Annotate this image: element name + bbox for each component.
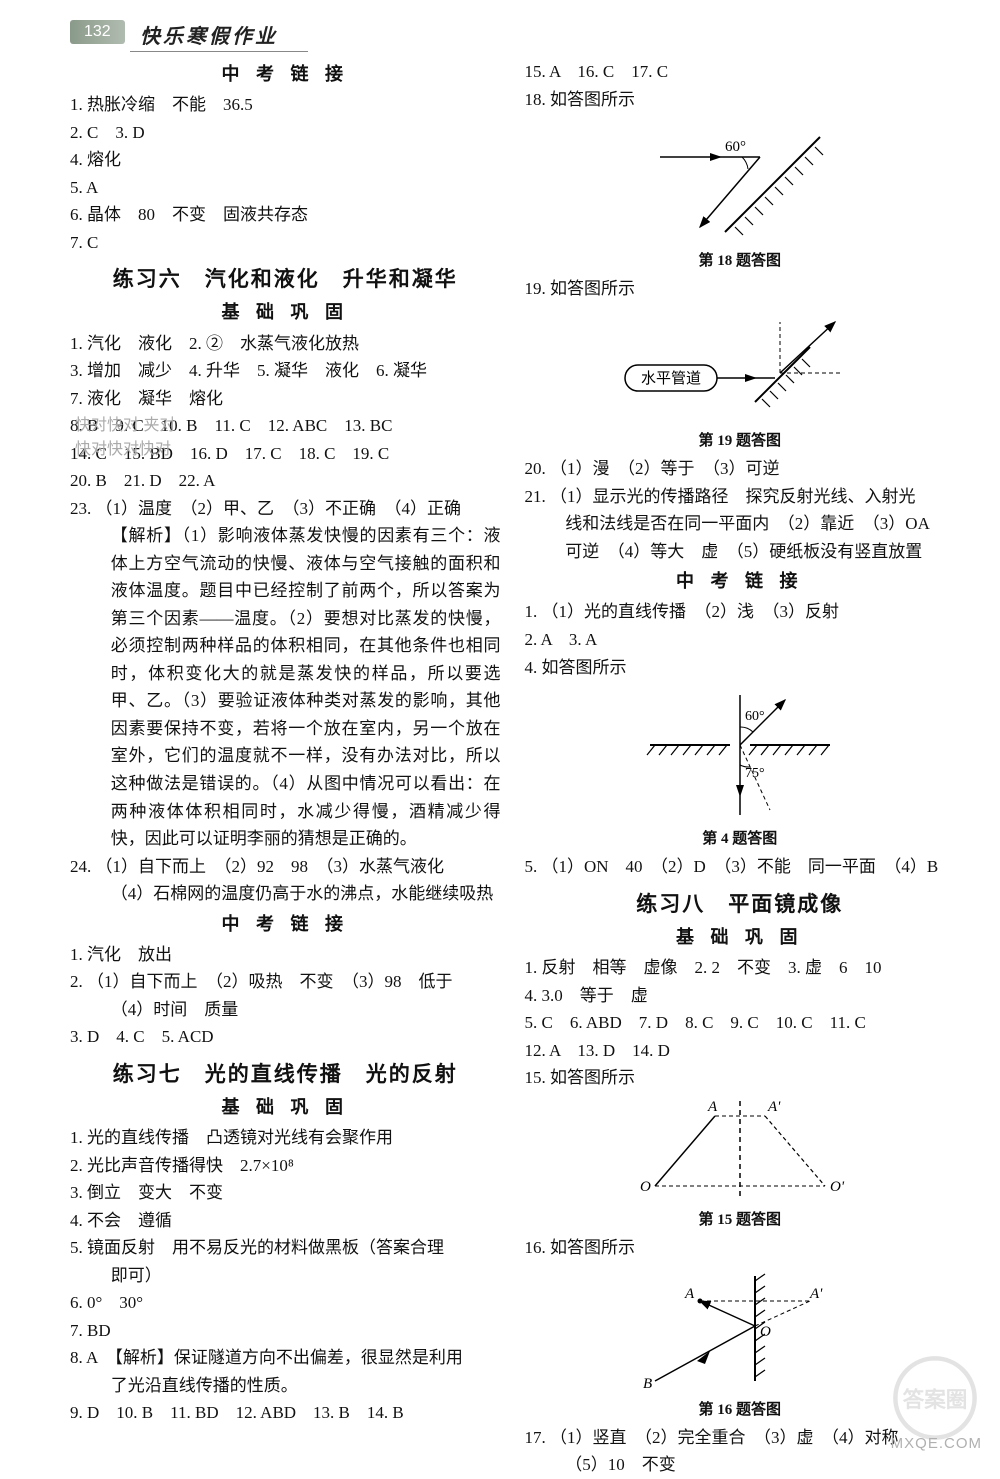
section-heading: 基 础 巩 固 bbox=[70, 298, 501, 327]
answer-line: 即可） bbox=[70, 1262, 501, 1290]
svg-text:O: O bbox=[640, 1179, 651, 1195]
angle-label: 60° bbox=[725, 139, 746, 155]
answer-line: 3. 增加 减少 4. 升华 5. 凝华 液化 6. 凝华 bbox=[70, 357, 501, 385]
answer-line: 19. 如答图所示 bbox=[525, 275, 956, 303]
answer-line: 5. 镜面反射 用不易反光的材料做黑板（答案合理 bbox=[70, 1234, 501, 1262]
answer-line: 18. 如答图所示 bbox=[525, 86, 956, 114]
answer-line: 24. （1）自下而上 （2）92 98 （3）水蒸气液化 bbox=[70, 853, 501, 881]
answer-line: 20. B 21. D 22. A bbox=[70, 467, 501, 495]
answer-line: 4. 熔化 bbox=[70, 146, 501, 174]
answer-line: 15. 如答图所示 bbox=[525, 1064, 956, 1092]
answer-line: 5. A bbox=[70, 174, 501, 202]
section-heading: 基 础 巩 固 bbox=[70, 1093, 501, 1122]
exercise-title: 练习六 汽化和液化 升华和凝华 bbox=[70, 262, 501, 296]
answer-line: 2. C 3. D bbox=[70, 119, 501, 147]
answer-line: 4. 如答图所示 bbox=[525, 654, 956, 682]
answer-line: 1. （1）光的直线传播 （2）浅 （3）反射 bbox=[525, 598, 956, 626]
answer-line: 2. 光比声音传播得快 2.7×10⁸ bbox=[70, 1152, 501, 1180]
watermark-logo-icon: 答案圈 bbox=[890, 1353, 980, 1443]
watermark-line: 快对快对 夹对 bbox=[75, 411, 175, 435]
figure-caption: 第 4 题答图 bbox=[525, 827, 956, 851]
figure-caption: 第 19 题答图 bbox=[525, 429, 956, 453]
answer-line: 23. （1）温度 （2）甲、乙 （3）不正确 （4）正确 bbox=[70, 495, 501, 523]
answer-line: 线和法线是否在同一平面内 （2）靠近 （3）OA bbox=[525, 510, 956, 538]
answer-line: 8. A 【解析】保证隧道方向不出偏差，很显然是利用 bbox=[70, 1344, 501, 1372]
answer-line: 1. 反射 相等 虚像 2. 2 不变 3. 虚 6 10 bbox=[525, 954, 956, 982]
answer-line: 5. （1）ON 40 （2）D （3）不能 同一平面 （4）B bbox=[525, 853, 956, 881]
answer-line: 1. 热胀冷缩 不能 36.5 bbox=[70, 91, 501, 119]
answer-line: 21. （1）显示光的传播路径 探究反射光线、入射光 bbox=[525, 483, 956, 511]
answer-line: 12. A 13. D 14. D bbox=[525, 1037, 956, 1065]
section-heading: 基 础 巩 固 bbox=[525, 923, 956, 952]
answer-line: 7. 液化 凝华 熔化 bbox=[70, 385, 501, 413]
content-columns: 中 考 链 接 1. 热胀冷缩 不能 36.5 2. C 3. D 4. 熔化 … bbox=[0, 58, 1000, 1479]
answer-line: 20. （1）漫 （2）等于 （3）可逆 bbox=[525, 455, 956, 483]
svg-text:A: A bbox=[707, 1099, 718, 1115]
answer-line: 7. C bbox=[70, 229, 501, 257]
watermark-line: 快对快对快对 bbox=[75, 435, 175, 459]
answer-line: 15. A 16. C 17. C bbox=[525, 58, 956, 86]
answer-line: 3. D 4. C 5. ACD bbox=[70, 1023, 501, 1051]
figure-19: 水平管道 第 19 题答图 bbox=[525, 307, 956, 453]
pipe-label: 水平管道 bbox=[641, 370, 701, 387]
figure-4: 60° 75° 第 4 题答图 bbox=[525, 685, 956, 851]
svg-text:A: A bbox=[684, 1286, 695, 1302]
answer-line: （4）时间 质量 bbox=[70, 996, 501, 1024]
answer-line: 6. 晶体 80 不变 固液共存态 bbox=[70, 201, 501, 229]
answer-line: 7. BD bbox=[70, 1317, 501, 1345]
exercise-title: 练习八 平面镜成像 bbox=[525, 887, 956, 921]
svg-text:A': A' bbox=[767, 1099, 781, 1115]
answer-line: 16. 如答图所示 bbox=[525, 1234, 956, 1262]
answer-line: 5. C 6. ABD 7. D 8. C 9. C 10. C 11. C bbox=[525, 1009, 956, 1037]
figure-caption: 第 15 题答图 bbox=[525, 1208, 956, 1232]
svg-text:A': A' bbox=[809, 1286, 823, 1302]
svg-text:O: O bbox=[760, 1324, 771, 1340]
figure-18: 60° 第 18 题答图 bbox=[525, 117, 956, 273]
page-header: 132 快乐寒假作业 bbox=[0, 0, 1000, 50]
answer-line: 6. 0° 30° bbox=[70, 1289, 501, 1317]
figure-caption: 第 18 题答图 bbox=[525, 249, 956, 273]
figure-15: A A' O O' 第 15 题答图 bbox=[525, 1096, 956, 1232]
answer-line: 4. 3.0 等于 虚 bbox=[525, 982, 956, 1010]
svg-text:答案圈: 答案圈 bbox=[903, 1387, 968, 1412]
watermark-overlay: 快对快对 夹对 快对快对快对 bbox=[75, 411, 175, 459]
section-heading: 中 考 链 接 bbox=[525, 567, 956, 596]
answer-line: （5）10 不变 bbox=[525, 1451, 956, 1479]
angle-label: 75° bbox=[745, 766, 765, 781]
answer-line: 了光沿直线传播的性质。 bbox=[70, 1372, 501, 1400]
svg-text:O': O' bbox=[830, 1179, 845, 1195]
svg-text:B: B bbox=[643, 1376, 652, 1392]
watermark-url: MXQE.COM bbox=[891, 1435, 982, 1452]
answer-line: 2. （1）自下而上 （2）吸热 不变 （3）98 低于 bbox=[70, 968, 501, 996]
answer-line: 9. D 10. B 11. BD 12. ABD 13. B 14. B bbox=[70, 1399, 501, 1427]
right-column: 15. A 16. C 17. C 18. 如答图所示 bbox=[525, 58, 956, 1479]
section-heading: 中 考 链 接 bbox=[70, 910, 501, 939]
answer-line: 3. 倒立 变大 不变 bbox=[70, 1179, 501, 1207]
answer-line: 2. A 3. A bbox=[525, 626, 956, 654]
answer-line: 1. 光的直线传播 凸透镜对光线有会聚作用 bbox=[70, 1124, 501, 1152]
explanation-text: 【解析】（1）影响液体蒸发快慢的因素有三个：液体上方空气流动的快慢、液体与空气接… bbox=[70, 522, 501, 852]
angle-label: 60° bbox=[745, 709, 765, 724]
answer-line: 1. 汽化 液化 2. ② 水蒸气液化放热 bbox=[70, 330, 501, 358]
page-number: 132 bbox=[70, 20, 125, 44]
exercise-title: 练习七 光的直线传播 光的反射 bbox=[70, 1057, 501, 1091]
section-heading: 中 考 链 接 bbox=[70, 60, 501, 89]
answer-line: 4. 不会 遵循 bbox=[70, 1207, 501, 1235]
answer-line: 可逆 （4）等大 虚 （5）硬纸板没有竖直放置 bbox=[525, 538, 956, 566]
answer-line: （4）石棉网的温度仍高于水的沸点，水能继续吸热 bbox=[70, 880, 501, 908]
left-column: 中 考 链 接 1. 热胀冷缩 不能 36.5 2. C 3. D 4. 熔化 … bbox=[70, 58, 501, 1479]
book-title: 快乐寒假作业 bbox=[130, 18, 308, 52]
answer-line: 1. 汽化 放出 bbox=[70, 941, 501, 969]
